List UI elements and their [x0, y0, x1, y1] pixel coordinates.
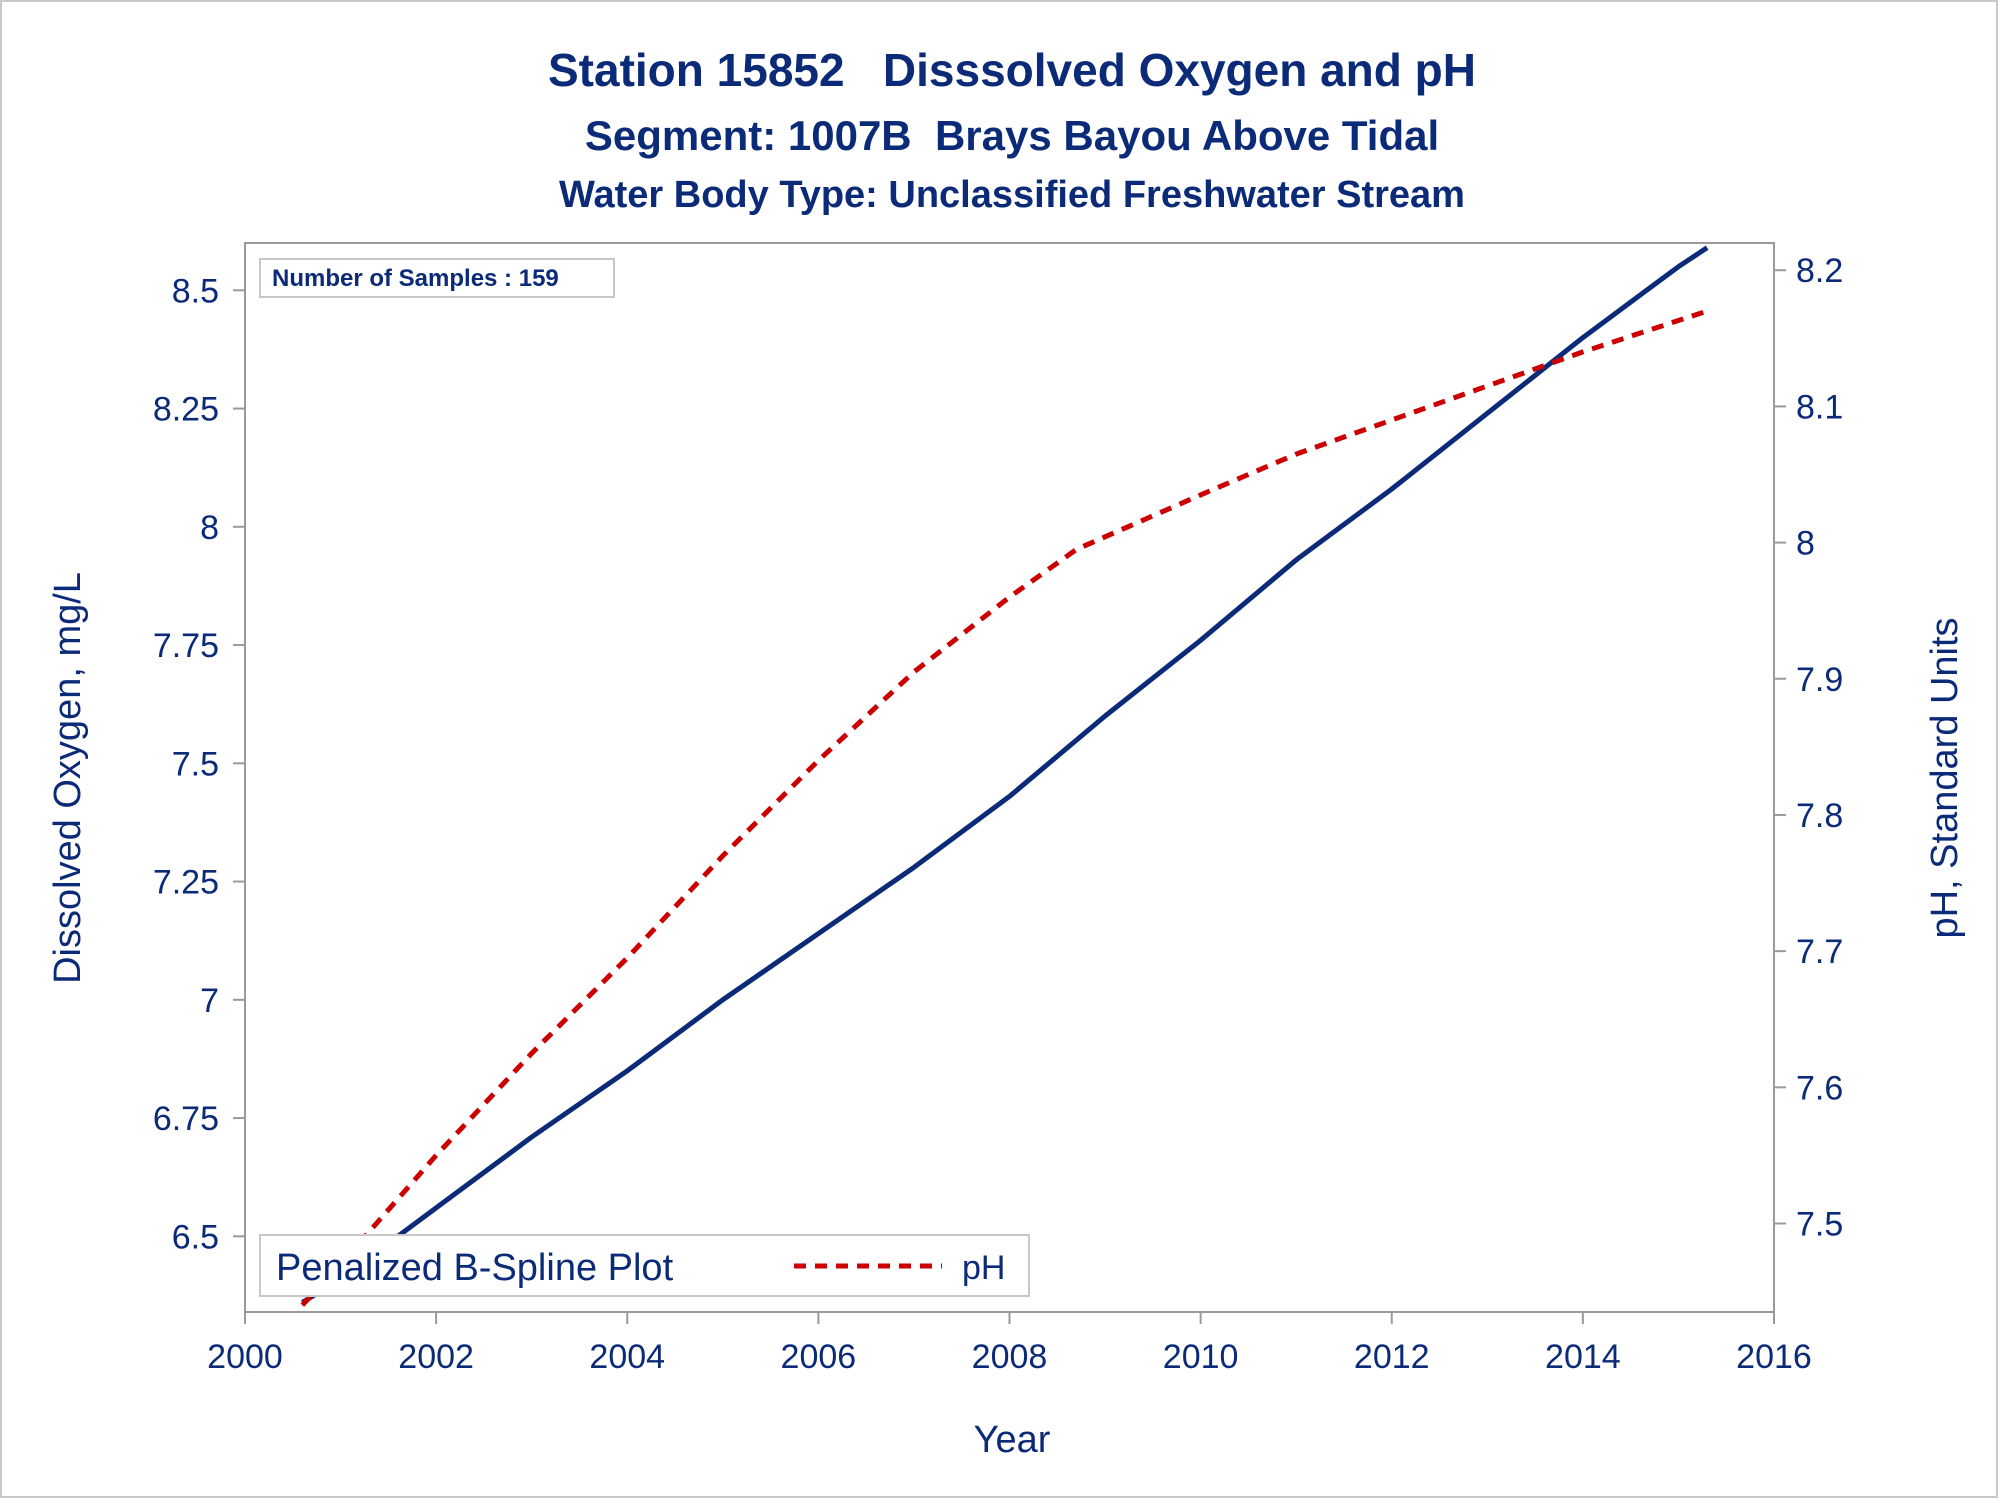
y-axis-right: 7.5 7.6 7.7 7.8 7.9 8 8.1 8.2	[1774, 252, 1843, 1243]
chart-title: Station 15852 Disssolved Oxygen and pH	[548, 44, 1476, 96]
x-tick-label: 2008	[972, 1338, 1048, 1376]
y-right-tick-label: 7.7	[1796, 933, 1843, 971]
sample-count-border	[259, 258, 615, 298]
y-left-tick-label: 7.25	[153, 864, 219, 902]
legend-ph-label: pH	[962, 1249, 1005, 1287]
sample-count-text: Number of Samples : 159	[272, 265, 559, 292]
y-left-tick-label: 8.5	[172, 272, 219, 310]
legend: Penalized B-Spline Plot pH	[259, 1234, 1030, 1297]
chart-subtitle: Segment: 1007B Brays Bayou Above Tidal	[585, 112, 1439, 159]
ph-series-line	[300, 308, 1708, 1307]
y-right-tick-label: 8	[1796, 525, 1815, 563]
chart-subtitle-2: Water Body Type: Unclassified Freshwater…	[559, 174, 1465, 216]
x-tick-label: 2014	[1545, 1338, 1621, 1376]
plot-area	[244, 242, 1775, 1313]
y-right-tick-label: 8.2	[1796, 252, 1843, 290]
y-right-tick-label: 7.6	[1796, 1069, 1843, 1107]
x-axis: 2000 2002 2004 2006 2008 2010 2012 2014 2016	[207, 1311, 1812, 1376]
x-tick-label: 2012	[1354, 1338, 1430, 1376]
y-right-tick-label: 7.8	[1796, 797, 1843, 835]
y-left-tick-label: 7.5	[172, 745, 219, 783]
dissolved-oxygen-series-line	[300, 245, 1709, 1305]
x-tick-label: 2016	[1736, 1338, 1812, 1376]
y-right-tick-label: 7.9	[1796, 661, 1843, 699]
y-right-tick-label: 8.1	[1796, 388, 1843, 426]
y-axis-right-label: pH, Standard Units	[1924, 617, 1966, 938]
y-left-tick-label: 7	[200, 982, 219, 1020]
x-tick-label: 2000	[207, 1338, 283, 1376]
y-left-tick-label: 7.75	[153, 627, 219, 665]
x-tick-label: 2006	[781, 1338, 857, 1376]
y-left-tick-label: 8.25	[153, 391, 219, 429]
x-axis-label: Year	[974, 1419, 1051, 1461]
legend-title: Penalized B-Spline Plot	[276, 1247, 674, 1289]
y-left-tick-label: 6.75	[153, 1100, 219, 1138]
chart-titles: Station 15852 Disssolved Oxygen and pH S…	[548, 44, 1476, 216]
y-axis-left: 6.5 6.75 7 7.25 7.5 7.75 8 8.25 8.5	[153, 272, 245, 1256]
x-tick-label: 2004	[589, 1338, 665, 1376]
y-right-tick-label: 7.5	[1796, 1205, 1843, 1243]
sample-count-box: Number of Samples : 159	[259, 258, 615, 298]
y-left-tick-label: 6.5	[172, 1218, 219, 1256]
x-tick-label: 2002	[398, 1338, 474, 1376]
series-layer	[300, 245, 1709, 1307]
y-left-tick-label: 8	[200, 509, 219, 547]
y-axis-left-label: Dissolved Oxygen, mg/L	[47, 572, 89, 984]
x-tick-label: 2010	[1163, 1338, 1239, 1376]
